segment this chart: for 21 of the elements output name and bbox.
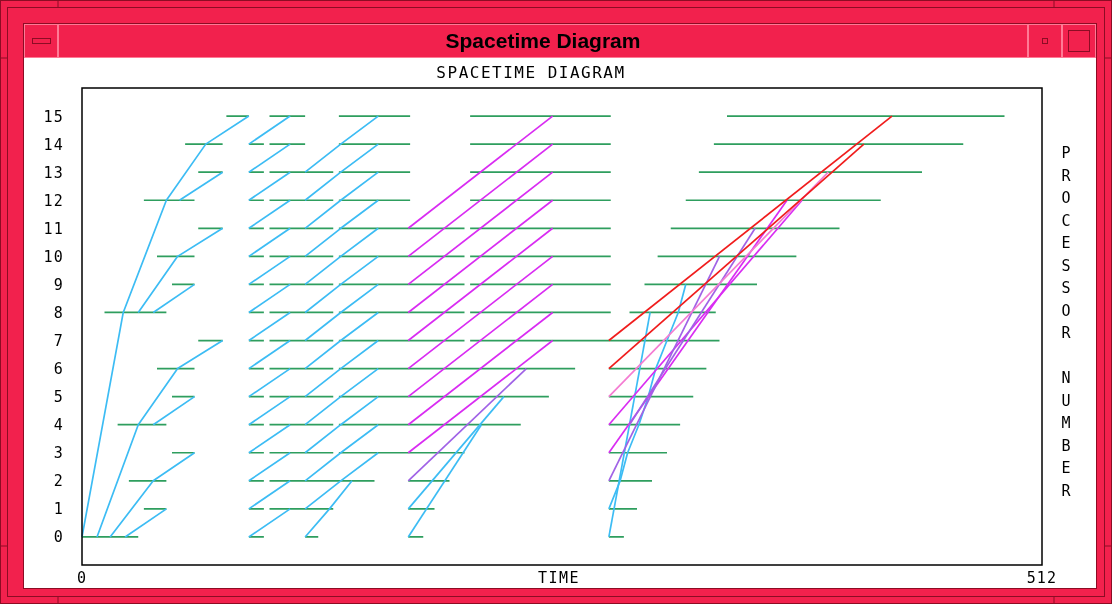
y-tick-label: 14 (43, 135, 64, 154)
y-tick-label: 6 (53, 360, 64, 379)
y-tick-label: 11 (43, 219, 64, 238)
x-axis-title: TIME (537, 569, 581, 587)
y-tick-label: 15 (43, 107, 64, 126)
y-tick-label: 13 (43, 163, 64, 182)
y-tick-label: 5 (53, 388, 64, 407)
y-tick-label: 10 (43, 247, 64, 266)
y-tick-label: 7 (53, 332, 64, 351)
y-tick-label: 8 (53, 303, 64, 322)
x-tick-label: 512 (1026, 569, 1058, 587)
y-tick-label: 9 (53, 275, 64, 294)
y-tick-label: 1 (53, 500, 64, 519)
text: PROCESSOR NUMBER (1061, 144, 1071, 500)
y-tick-label: 4 (53, 416, 64, 435)
y-tick-label: 0 (53, 528, 64, 547)
chart-title: Spacetime Diagram (445, 29, 641, 52)
y-tick-label: 3 (53, 444, 64, 463)
y-tick-label: 12 (43, 191, 64, 210)
chart-subtitle: SPACETIME DIAGRAM (436, 63, 626, 82)
y-tick-label: 2 (53, 472, 64, 491)
